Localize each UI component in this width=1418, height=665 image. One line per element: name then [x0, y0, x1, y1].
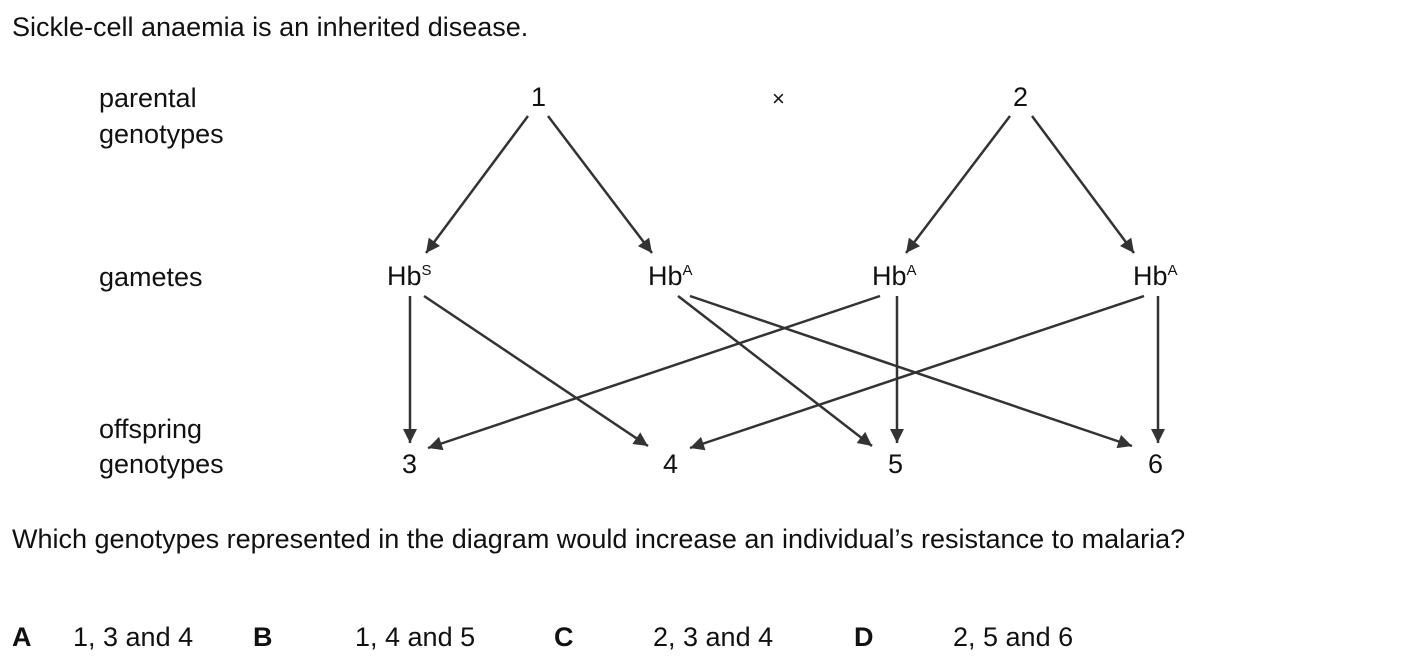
label-gametes: gametes — [99, 262, 203, 292]
label-offspring-genotypes: genotypes — [99, 449, 224, 479]
gamete-hba-2: HbA — [872, 261, 917, 291]
cross-symbol: × — [772, 86, 785, 111]
label-parental: parental — [99, 83, 197, 113]
offspring-6: 6 — [1148, 449, 1164, 479]
option-b-text: 1, 4 and 5 — [355, 622, 476, 652]
option-c-letter: C — [554, 622, 574, 652]
arrow-p1-to-gamete-hba-1 — [547, 115, 653, 254]
parent-2: 2 — [1013, 82, 1029, 112]
parent-1: 1 — [531, 82, 547, 112]
gamete-hba-1: HbA — [648, 261, 693, 291]
option-a-letter: A — [12, 622, 32, 652]
option-b-letter: B — [253, 622, 273, 652]
arrow-p2-to-gamete-hba-2 — [905, 115, 1011, 254]
arrow-p1-to-gamete-hbs — [424, 115, 530, 254]
gamete-hba-3: HbA — [1133, 261, 1178, 291]
option-d-text: 2, 5 and 6 — [953, 622, 1074, 652]
offspring-3: 3 — [402, 449, 418, 479]
label-parental-genotypes: genotypes — [99, 119, 224, 149]
arrow-hbs-to-4 — [423, 294, 649, 448]
offspring-4: 4 — [663, 449, 679, 479]
option-c-text: 2, 3 and 4 — [653, 622, 774, 652]
option-d-letter: D — [854, 622, 874, 652]
arrow-hba1-to-5 — [677, 295, 873, 447]
arrow-p2-to-gamete-hba-3 — [1030, 115, 1136, 254]
arrow-hba1-to-6 — [689, 294, 1133, 449]
arrow-hba2-to-3 — [427, 294, 881, 451]
gamete-hbs: HbS — [387, 261, 432, 291]
label-offspring: offspring — [99, 414, 203, 444]
arrow-hba3-to-4 — [689, 294, 1145, 451]
offspring-5: 5 — [888, 449, 904, 479]
option-a-text: 1, 3 and 4 — [73, 622, 194, 652]
intro-text: Sickle-cell anaemia is an inherited dise… — [12, 12, 529, 42]
question-text: Which genotypes represented in the diagr… — [12, 524, 1186, 554]
